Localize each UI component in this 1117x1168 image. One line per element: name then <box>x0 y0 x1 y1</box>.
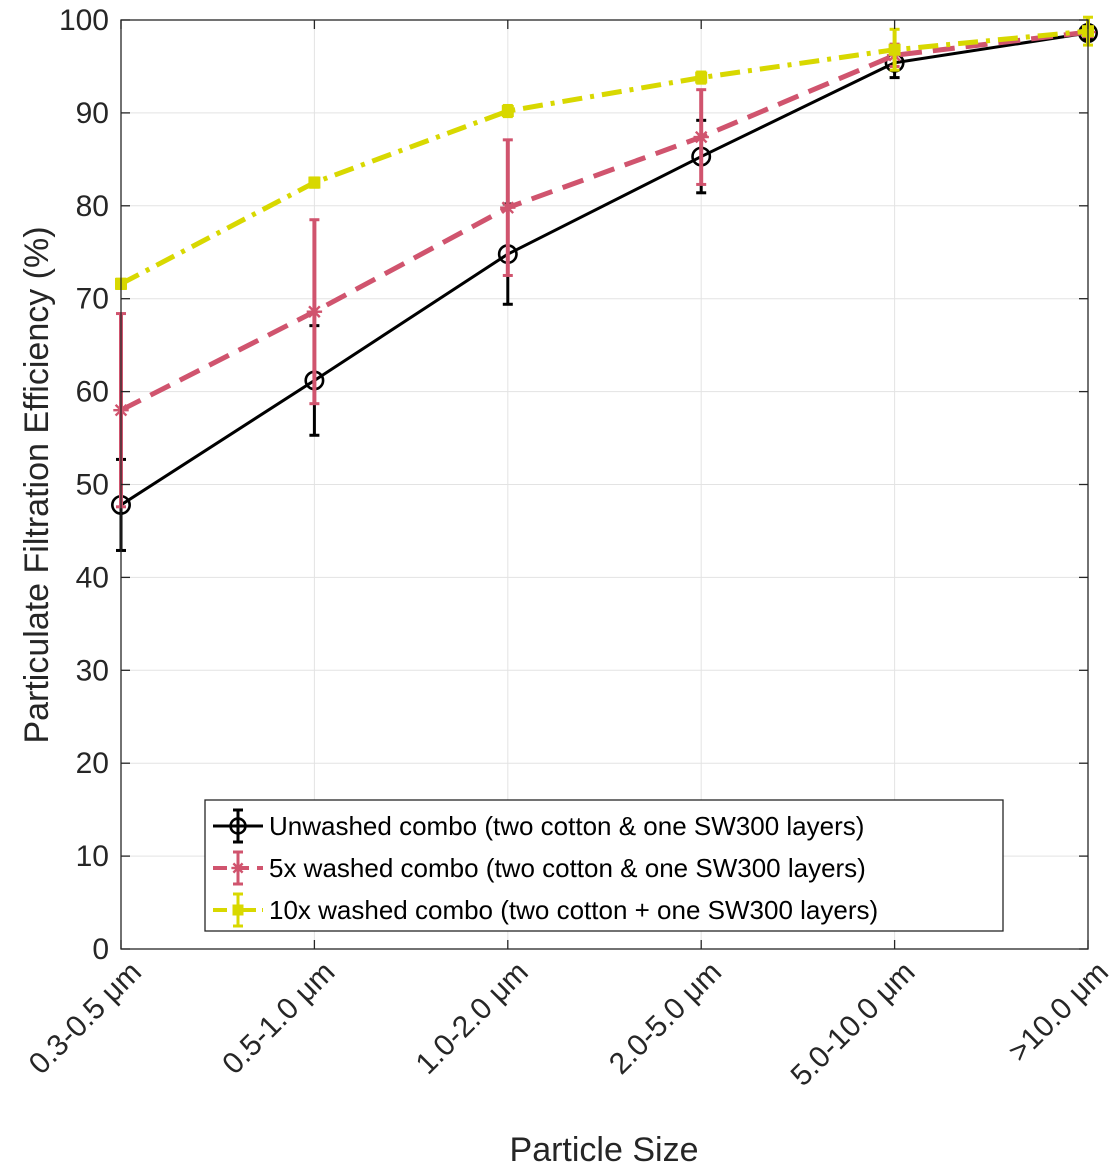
series-line <box>119 28 1089 287</box>
star-marker <box>231 861 245 875</box>
y-tick-label: 0 <box>92 933 109 966</box>
star-marker <box>693 129 709 145</box>
square-marker <box>501 105 514 118</box>
legend-entry: Unwashed combo (two cotton & one SW300 l… <box>213 808 864 844</box>
square-marker <box>232 904 244 916</box>
series-line <box>119 29 1089 413</box>
y-tick-label: 60 <box>76 376 109 409</box>
x-tick-label: >10.0 μm <box>1002 956 1115 1069</box>
x-tick-label: 2.0-5.0 μm <box>603 956 728 1081</box>
y-tick-label: 30 <box>76 654 109 687</box>
x-tick-label: 0.5-1.0 μm <box>216 956 341 1081</box>
x-tick-label: 0.3-0.5 μm <box>23 956 148 1081</box>
y-tick-label: 50 <box>76 469 109 502</box>
square-marker <box>695 71 708 84</box>
y-tick-label: 100 <box>59 4 109 37</box>
series-line <box>120 31 1089 507</box>
square-marker <box>308 176 321 189</box>
x-axis-title: Particle Size <box>510 1131 699 1168</box>
legend: Unwashed combo (two cotton & one SW300 l… <box>204 799 1004 932</box>
legend-entry: 10x washed combo (two cotton + one SW300… <box>213 892 878 928</box>
legend-entry: 5x washed combo (two cotton & one SW300 … <box>213 850 866 886</box>
y-axis-title: Particulate Filtration Efficiency (%) <box>18 226 56 743</box>
y-tick-label: 20 <box>76 747 109 780</box>
y-tick-label: 40 <box>76 561 109 594</box>
square-marker <box>888 43 901 56</box>
y-tick-label: 80 <box>76 190 109 223</box>
circle-marker <box>229 817 247 835</box>
legend-label: Unwashed combo (two cotton & one SW300 l… <box>269 811 864 841</box>
legend-label: 5x washed combo (two cotton & one SW300 … <box>269 853 866 883</box>
y-tick-label: 10 <box>76 840 109 873</box>
legend-label: 10x washed combo (two cotton + one SW300… <box>269 895 878 925</box>
legend-box <box>204 799 1004 932</box>
series-layer <box>111 15 1098 552</box>
star-marker <box>306 304 323 320</box>
star-marker <box>500 199 516 216</box>
x-tick-label: 5.0-10.0 μm <box>785 956 922 1093</box>
y-tick-label: 90 <box>76 97 109 130</box>
x-tick-label: 1.0-2.0 μm <box>410 956 535 1081</box>
y-tick-label: 70 <box>76 283 109 316</box>
